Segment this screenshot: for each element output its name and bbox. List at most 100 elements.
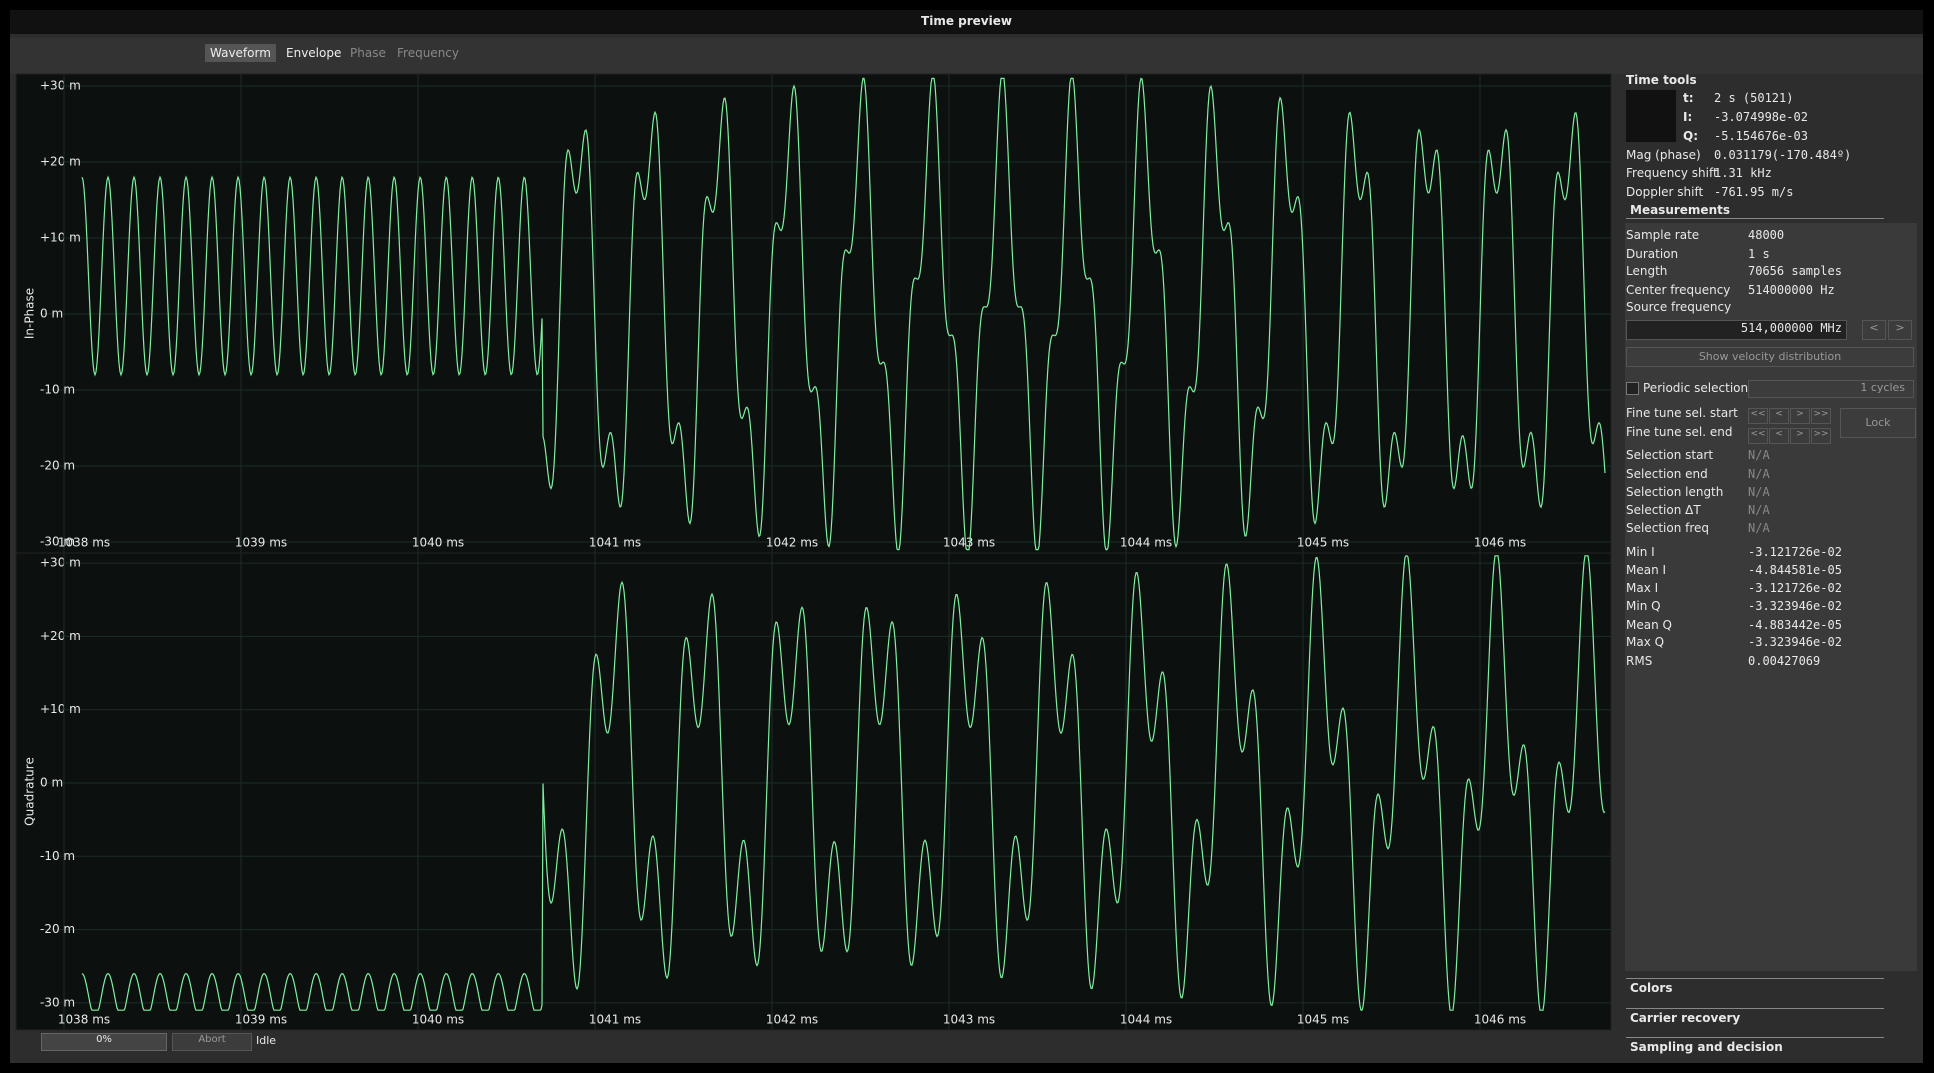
- nudge-button[interactable]: <<: [1748, 408, 1768, 424]
- x-tick-label: 1046 ms: [1474, 1013, 1526, 1027]
- y-tick-label: -20 m: [40, 922, 75, 936]
- toolbar-tab[interactable]: Waveform: [205, 44, 276, 62]
- toolbar: [10, 38, 1923, 74]
- row-value: N/A: [1748, 521, 1770, 535]
- cursor-label: t:: [1683, 91, 1694, 105]
- x-tick-label: 1043 ms: [943, 536, 995, 550]
- plot-area: [15, 552, 1612, 1031]
- y-tick-label: -30 m: [40, 535, 75, 549]
- row-value: -3.121726e-02: [1748, 545, 1842, 559]
- title-bar: [10, 10, 1923, 34]
- nudge-button[interactable]: >: [1790, 408, 1810, 424]
- row-label: Selection start: [1626, 448, 1714, 462]
- fine-label: Fine tune sel. end: [1626, 425, 1733, 439]
- row-label: RMS: [1626, 654, 1653, 668]
- cursor-value: 2 s (50121): [1714, 91, 1794, 105]
- toolbar-tab[interactable]: Phase: [350, 46, 386, 60]
- section-title: Time tools: [1626, 73, 1697, 87]
- x-tick-label: 1042 ms: [766, 536, 818, 550]
- y-tick-label: -10 m: [40, 849, 75, 863]
- tool-value: 0.031179(-170.484º): [1714, 148, 1852, 162]
- row-label: Selection length: [1626, 485, 1724, 499]
- cursor-label: I:: [1683, 110, 1693, 124]
- x-tick-label: 1044 ms: [1120, 1013, 1172, 1027]
- checkbox[interactable]: [1626, 382, 1639, 395]
- row-label: Max Q: [1626, 635, 1665, 649]
- fine-label: Fine tune sel. start: [1626, 406, 1738, 420]
- y-tick-label: +20 m: [40, 629, 81, 643]
- cursor-box: [1626, 90, 1676, 142]
- waveform: [81, 555, 1606, 1011]
- x-tick-label: 1038 ms: [58, 536, 110, 550]
- next-button[interactable]: >: [1888, 320, 1912, 340]
- tool-value: 1.31 kHz: [1714, 166, 1772, 180]
- nudge-button[interactable]: >>: [1811, 408, 1831, 424]
- x-tick-label: 1042 ms: [766, 1013, 818, 1027]
- y-tick-label: -10 m: [40, 383, 75, 397]
- y-tick-label: 0 m: [40, 307, 63, 321]
- progress-bar: 0%: [41, 1033, 167, 1051]
- row-value: N/A: [1748, 503, 1770, 517]
- nudge-button[interactable]: <<: [1748, 428, 1768, 444]
- toolbar-tab[interactable]: Envelope: [286, 46, 342, 60]
- tool-label: Doppler shift: [1626, 185, 1704, 199]
- toolbar-tab[interactable]: Frequency: [397, 46, 459, 60]
- lock-button[interactable]: Lock: [1840, 408, 1916, 438]
- tool-label: Mag (phase): [1626, 148, 1701, 162]
- cursor-label: Q:: [1683, 129, 1698, 143]
- row-value: 514000000 Hz: [1748, 283, 1835, 297]
- x-tick-label: 1038 ms: [58, 1013, 110, 1027]
- row-label: Length: [1626, 264, 1668, 278]
- y-tick-label: -30 m: [40, 995, 75, 1009]
- abort-button[interactable]: Abort: [172, 1033, 252, 1051]
- y-tick-label: -20 m: [40, 459, 75, 473]
- row-value: 48000: [1748, 228, 1785, 242]
- x-tick-label: 1039 ms: [235, 1013, 287, 1027]
- axis-label: In-Phase: [23, 288, 37, 339]
- row-value: N/A: [1748, 485, 1770, 499]
- section-header[interactable]: Sampling and decision: [1626, 1037, 1884, 1056]
- tab-header[interactable]: Measurements: [1626, 202, 1884, 219]
- x-tick-label: 1041 ms: [589, 1013, 641, 1027]
- section-header[interactable]: Colors: [1626, 978, 1884, 997]
- row-label: Selection ΔT: [1626, 503, 1701, 517]
- prev-button[interactable]: <: [1862, 320, 1886, 340]
- y-tick-label: +20 m: [40, 155, 81, 169]
- x-tick-label: 1040 ms: [412, 536, 464, 550]
- tool-value: -761.95 m/s: [1714, 185, 1794, 199]
- velocity-button[interactable]: Show velocity distribution: [1626, 347, 1914, 367]
- nudge-button[interactable]: >>: [1811, 428, 1831, 444]
- row-value: -3.121726e-02: [1748, 581, 1842, 595]
- checkbox-label: Periodic selection: [1643, 381, 1749, 395]
- row-label: Center frequency: [1626, 283, 1731, 297]
- window-title: Time preview: [921, 14, 1012, 28]
- status-text: Idle: [256, 1034, 277, 1047]
- cycles-input[interactable]: 1 cycles: [1748, 380, 1914, 398]
- nudge-button[interactable]: <: [1769, 428, 1789, 444]
- x-tick-label: 1039 ms: [235, 536, 287, 550]
- freq-input[interactable]: 514,000000 MHz: [1626, 320, 1847, 340]
- row-label: Min Q: [1626, 599, 1661, 613]
- row-label: Min I: [1626, 545, 1655, 559]
- row-value: 1 s: [1748, 247, 1770, 261]
- row-label: Mean Q: [1626, 618, 1672, 632]
- nudge-button[interactable]: >: [1790, 428, 1810, 444]
- y-tick-label: +30 m: [40, 556, 81, 570]
- section-header[interactable]: Carrier recovery: [1626, 1008, 1884, 1027]
- x-tick-label: 1046 ms: [1474, 536, 1526, 550]
- y-tick-label: +10 m: [40, 702, 81, 716]
- x-tick-label: 1043 ms: [943, 1013, 995, 1027]
- cursor-value: -5.154676e-03: [1714, 129, 1808, 143]
- row-value: 70656 samples: [1748, 264, 1842, 278]
- x-tick-label: 1045 ms: [1297, 1013, 1349, 1027]
- row-value: 0.00427069: [1748, 654, 1821, 668]
- row-label: Mean I: [1626, 563, 1667, 577]
- row-value: -4.844581e-05: [1748, 563, 1842, 577]
- x-tick-label: 1041 ms: [589, 536, 641, 550]
- row-value: -3.323946e-02: [1748, 599, 1842, 613]
- row-value: -3.323946e-02: [1748, 635, 1842, 649]
- row-value: -4.883442e-05: [1748, 618, 1842, 632]
- nudge-button[interactable]: <: [1769, 408, 1789, 424]
- row-label: Max I: [1626, 581, 1659, 595]
